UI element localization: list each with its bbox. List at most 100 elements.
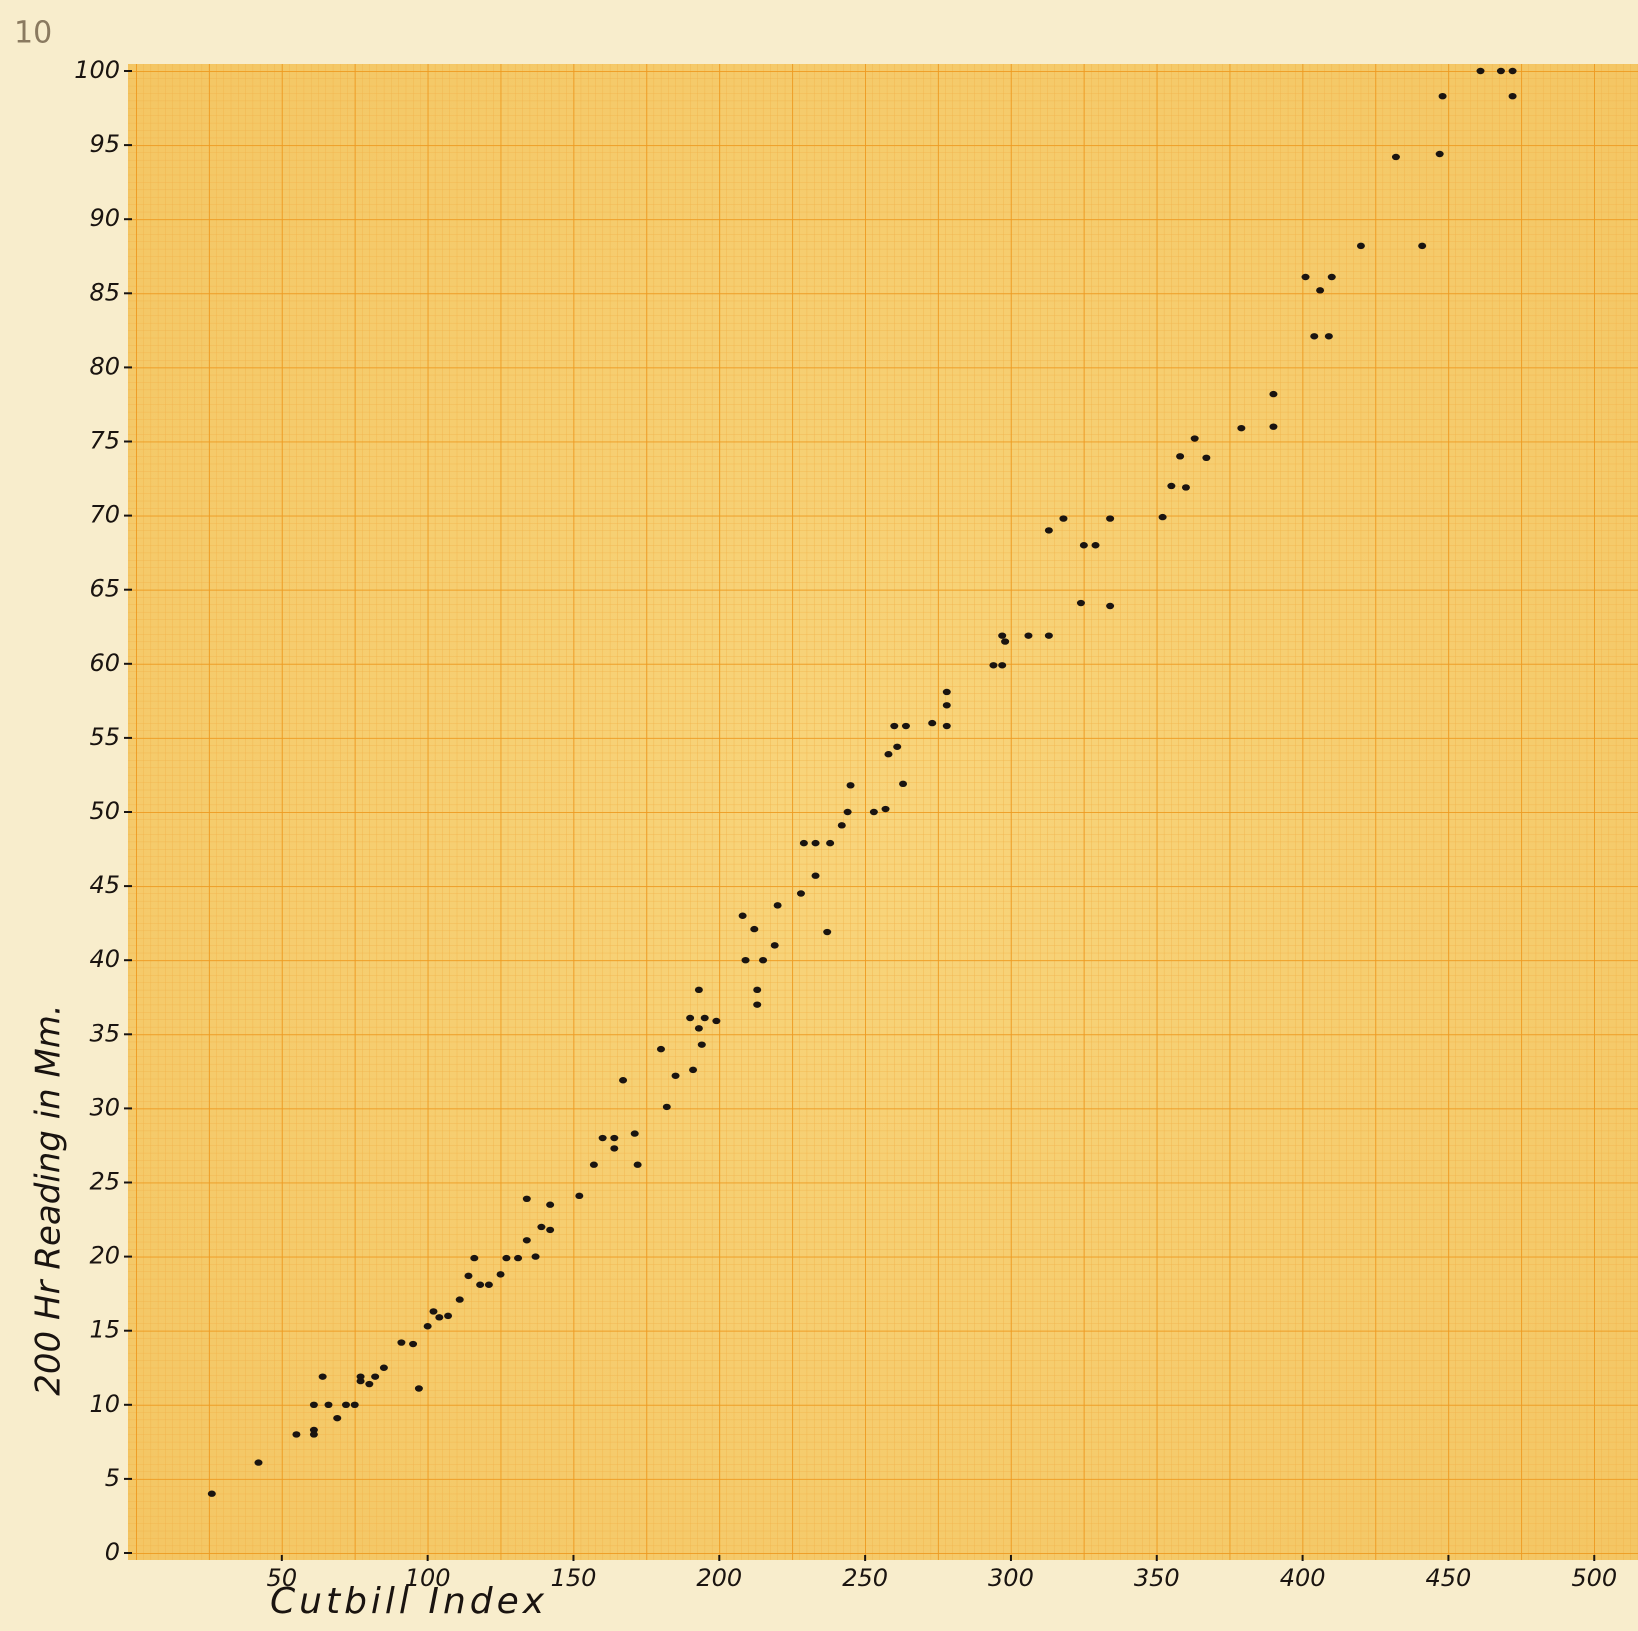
y-tick-label: 20 [89,1242,120,1270]
y-tick-label: 15 [89,1316,120,1344]
point [989,662,997,668]
point [712,1018,720,1024]
point [1106,603,1114,609]
point [333,1415,341,1421]
point [546,1202,554,1208]
point [365,1381,373,1387]
y-tick-label: 95 [89,130,120,158]
point [823,929,831,935]
point [610,1135,618,1141]
point [774,902,782,908]
point [342,1402,350,1408]
point [1182,484,1190,490]
y-tick-label: 50 [89,797,120,825]
point [470,1255,478,1261]
point [1392,154,1400,160]
point [464,1273,472,1279]
x-tick-label: 300 [988,1564,1034,1592]
point [1269,391,1277,397]
point [1436,151,1444,157]
point [523,1196,531,1202]
point [1159,514,1167,520]
point [1509,93,1517,99]
y-tick-label: 75 [89,427,120,455]
point [610,1145,618,1151]
point [701,1015,709,1021]
point [523,1237,531,1243]
point [514,1255,522,1261]
point [893,744,901,750]
point [902,723,910,729]
chart: 10 200 Hr Reading in Mm. Cutbill Index 0… [0,0,1638,1631]
point [1080,542,1088,548]
point [870,809,878,815]
y-tick-label: 5 [105,1464,120,1492]
point [1237,425,1245,431]
point [1059,515,1067,521]
point [882,806,890,812]
point [998,662,1006,668]
point [1106,515,1114,521]
point [838,822,846,828]
point [771,942,779,948]
point [502,1255,510,1261]
point [1325,333,1333,339]
point [672,1073,680,1079]
y-tick-label: 45 [89,871,120,899]
point [310,1402,318,1408]
y-tick-label: 90 [89,204,120,232]
point [928,720,936,726]
y-tick-label: 10 [89,1390,120,1418]
point [634,1162,642,1168]
point [1001,638,1009,644]
point [800,840,808,846]
y-tick-label: 80 [89,352,120,380]
point [1269,423,1277,429]
point [435,1314,443,1320]
point [357,1373,365,1379]
point [532,1253,540,1259]
point [631,1130,639,1136]
point [409,1341,417,1347]
point [943,723,951,729]
point [380,1365,388,1371]
point [1310,333,1318,339]
point [310,1431,318,1437]
point [695,1025,703,1031]
y-tick-label: 65 [89,575,120,603]
point [537,1224,545,1230]
y-tick-label: 30 [89,1093,120,1121]
page-label: 10 [14,16,52,51]
point [753,1001,761,1007]
point [826,840,834,846]
point [351,1402,359,1408]
point [444,1313,452,1319]
point [324,1402,332,1408]
point [686,1015,694,1021]
point [739,913,747,919]
point [485,1282,493,1288]
point [319,1373,327,1379]
point [1202,455,1210,461]
y-tick-label: 0 [105,1538,120,1566]
point [1439,93,1447,99]
point [1497,68,1505,74]
point [797,890,805,896]
point [254,1459,262,1465]
point [575,1193,583,1199]
x-tick-label: 150 [551,1564,597,1592]
point [750,926,758,932]
x-tick-label: 50 [267,1564,298,1592]
point [456,1296,464,1302]
point [890,723,898,729]
point [689,1067,697,1073]
point [695,987,703,993]
point [943,689,951,695]
point [1418,243,1426,249]
point [599,1135,607,1141]
point [1045,632,1053,638]
point [208,1491,216,1497]
x-tick-label: 200 [696,1564,742,1592]
x-tick-label: 100 [405,1564,451,1592]
point [1024,632,1032,638]
